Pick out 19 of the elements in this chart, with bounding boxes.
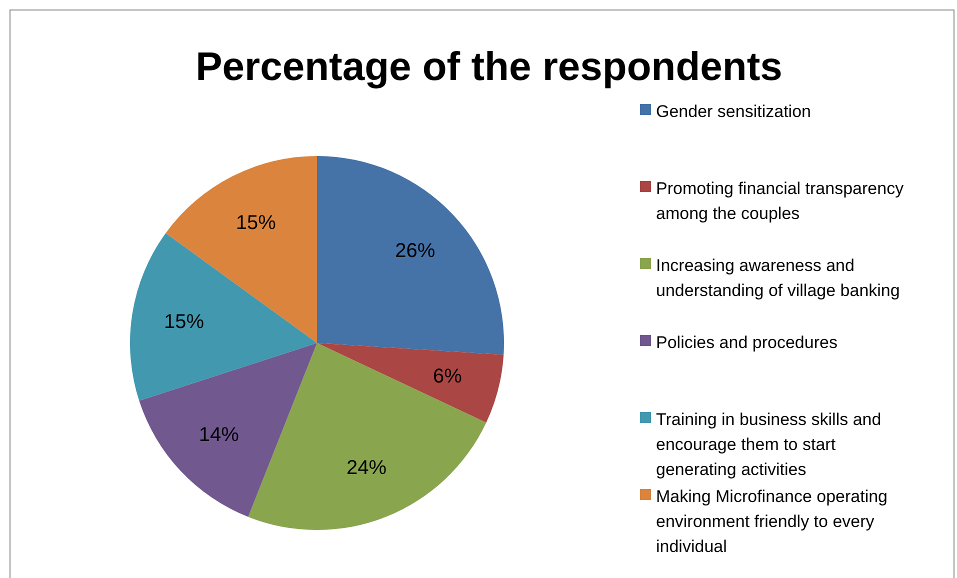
data-label: 24% [346, 457, 387, 480]
pie-slice [317, 343, 504, 423]
legend-label: Making Microfinance operating environment friendly to every individual [656, 486, 888, 556]
pie-slice [130, 233, 317, 401]
pie-slice [248, 343, 486, 530]
chart-title: Percentage of the respondents [196, 45, 782, 89]
legend-label: Increasing awareness and understanding of village banking [656, 256, 900, 300]
data-label: 15% [164, 310, 204, 333]
data-label: 15% [236, 212, 276, 234]
data-label: 14% [198, 424, 240, 446]
pie-slice [317, 156, 504, 355]
data-label: 6% [432, 365, 462, 388]
pie-slice [139, 343, 317, 517]
data-label: 26% [395, 240, 436, 262]
legend-label: Policies and procedures [656, 332, 838, 352]
legend-label: Promoting financial transparency among the couples [656, 178, 904, 222]
pie-slice [166, 156, 317, 343]
legend-label: Gender sensitization [656, 102, 811, 120]
legend-label: Training in business skills and encourage them to start generating activities [656, 410, 882, 478]
